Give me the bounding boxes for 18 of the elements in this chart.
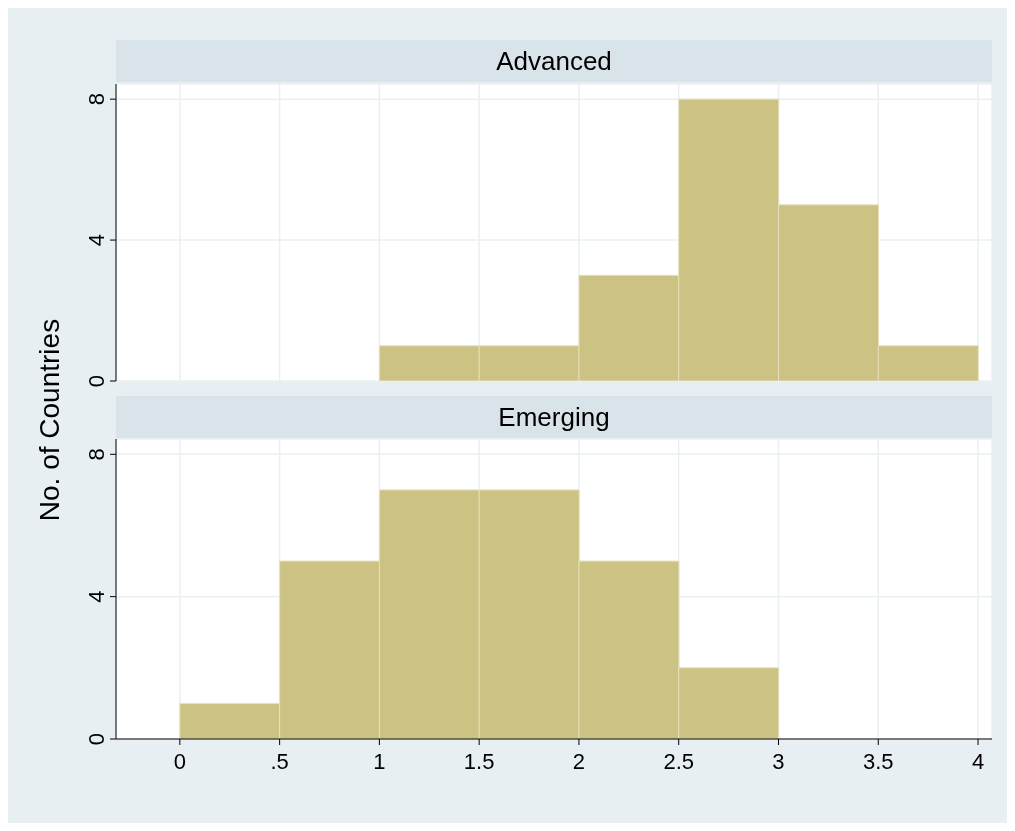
y-axis-title: No. of Countries xyxy=(34,317,66,524)
x-tick-label: .5 xyxy=(270,749,289,774)
y-tick-label: 4 xyxy=(84,590,109,603)
y-tick-label: 8 xyxy=(84,93,109,106)
x-tick-label: 2 xyxy=(572,749,586,774)
y-tick-label: 8 xyxy=(84,448,109,461)
x-tick-label: 3.5 xyxy=(862,749,894,774)
chart-title: Advanced xyxy=(116,40,992,82)
x-tick-label: 4 xyxy=(971,749,985,774)
x-tick-label: 2.5 xyxy=(663,749,695,774)
x-tick-label: 1.5 xyxy=(463,749,495,774)
x-tick-label: 1 xyxy=(373,749,386,774)
y-tick-label: 0 xyxy=(84,374,109,388)
y-tick-label: 4 xyxy=(84,233,109,247)
x-tick-label: 3 xyxy=(772,749,785,774)
chart-title: Emerging xyxy=(116,396,992,438)
x-tick-label: 0 xyxy=(173,749,186,774)
y-tick-label: 0 xyxy=(84,732,109,746)
